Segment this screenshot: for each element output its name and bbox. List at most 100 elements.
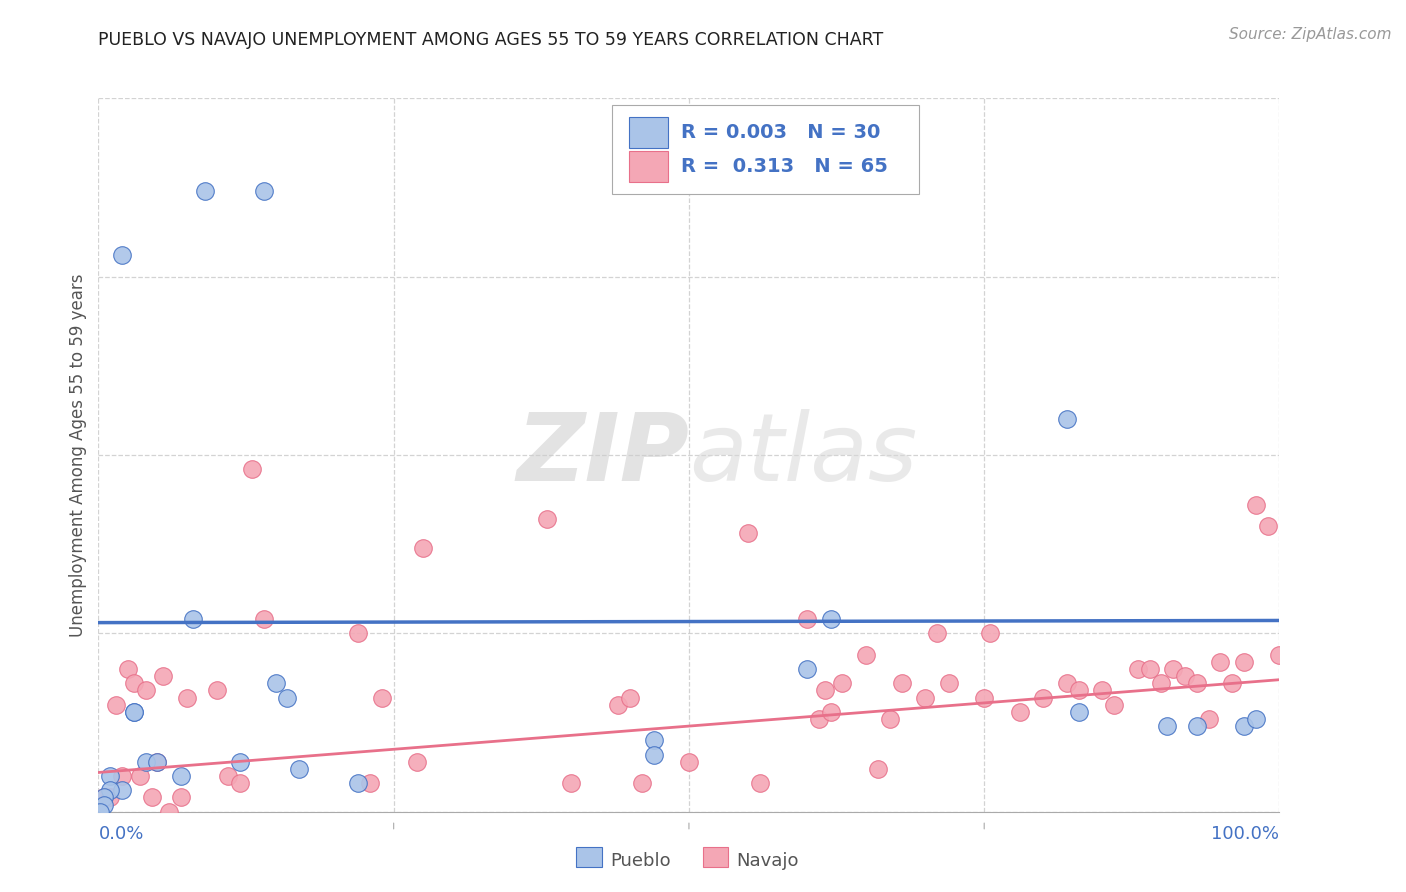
Point	[619, 690, 641, 705]
Point	[831, 676, 853, 690]
Text: Source: ZipAtlas.com: Source: ZipAtlas.com	[1229, 27, 1392, 42]
Point	[630, 776, 652, 790]
Point	[1126, 662, 1149, 676]
Point	[412, 541, 434, 555]
Point	[855, 648, 877, 662]
Point	[359, 776, 381, 790]
Point	[135, 755, 157, 769]
Point	[807, 712, 830, 726]
Point	[1220, 676, 1243, 690]
Point	[122, 676, 145, 690]
Point	[146, 755, 169, 769]
Point	[678, 755, 700, 769]
Point	[914, 690, 936, 705]
Point	[288, 762, 311, 776]
Point	[253, 612, 276, 626]
Point	[1008, 705, 1031, 719]
Point	[229, 776, 252, 790]
Point	[890, 676, 912, 690]
Point	[737, 526, 759, 541]
Point	[643, 733, 665, 747]
Text: Navajo: Navajo	[737, 852, 799, 870]
Point	[796, 662, 818, 676]
Point	[979, 626, 1001, 640]
Point	[170, 790, 193, 805]
Point	[1174, 669, 1197, 683]
Point	[105, 698, 128, 712]
Point	[1056, 676, 1078, 690]
Text: 0.0%: 0.0%	[98, 825, 143, 843]
Point	[205, 683, 228, 698]
Point	[93, 790, 115, 805]
Point	[406, 755, 429, 769]
Point	[1156, 719, 1178, 733]
Point	[1185, 676, 1208, 690]
Point	[1056, 412, 1078, 426]
Point	[128, 769, 150, 783]
Point	[152, 669, 174, 683]
Point	[122, 705, 145, 719]
Point	[1268, 648, 1291, 662]
Point	[240, 462, 263, 476]
Point	[1150, 676, 1173, 690]
Point	[1067, 683, 1090, 698]
Point	[560, 776, 582, 790]
Point	[1102, 698, 1125, 712]
FancyBboxPatch shape	[628, 118, 668, 148]
Point	[973, 690, 995, 705]
Point	[1139, 662, 1161, 676]
Point	[1091, 683, 1114, 698]
Text: atlas: atlas	[689, 409, 917, 500]
Point	[748, 776, 770, 790]
Point	[253, 184, 276, 198]
Text: ZIP: ZIP	[516, 409, 689, 501]
Point	[536, 512, 558, 526]
Point	[98, 783, 121, 797]
Point	[1198, 712, 1220, 726]
Point	[866, 762, 889, 776]
Y-axis label: Unemployment Among Ages 55 to 59 years: Unemployment Among Ages 55 to 59 years	[69, 273, 87, 637]
Point	[111, 783, 134, 797]
Point	[820, 705, 842, 719]
Point	[1209, 655, 1232, 669]
Point	[135, 683, 157, 698]
Point	[98, 790, 121, 805]
Point	[1244, 498, 1267, 512]
Point	[1032, 690, 1054, 705]
Text: 100.0%: 100.0%	[1212, 825, 1279, 843]
Point	[814, 683, 837, 698]
Point	[229, 755, 252, 769]
Point	[347, 626, 370, 640]
Point	[141, 790, 163, 805]
Point	[264, 676, 287, 690]
Point	[1233, 655, 1256, 669]
Point	[276, 690, 298, 705]
Text: PUEBLO VS NAVAJO UNEMPLOYMENT AMONG AGES 55 TO 59 YEARS CORRELATION CHART: PUEBLO VS NAVAJO UNEMPLOYMENT AMONG AGES…	[98, 31, 883, 49]
Point	[938, 676, 960, 690]
Point	[217, 769, 239, 783]
Point	[796, 612, 818, 626]
Point	[146, 755, 169, 769]
Point	[1185, 719, 1208, 733]
Point	[607, 698, 630, 712]
Point	[820, 612, 842, 626]
Point	[111, 248, 134, 262]
Point	[117, 662, 139, 676]
Point	[93, 797, 115, 812]
Text: R = 0.003   N = 30: R = 0.003 N = 30	[681, 123, 880, 142]
Point	[170, 769, 193, 783]
Point	[925, 626, 948, 640]
Point	[176, 690, 198, 705]
Point	[194, 184, 217, 198]
Point	[1257, 519, 1279, 533]
FancyBboxPatch shape	[628, 151, 668, 182]
FancyBboxPatch shape	[612, 105, 920, 194]
Point	[371, 690, 394, 705]
Point	[181, 612, 204, 626]
Point	[1233, 719, 1256, 733]
Point	[93, 790, 115, 805]
Text: Pueblo: Pueblo	[610, 852, 671, 870]
Point	[1161, 662, 1184, 676]
Point	[111, 769, 134, 783]
Point	[89, 805, 111, 819]
